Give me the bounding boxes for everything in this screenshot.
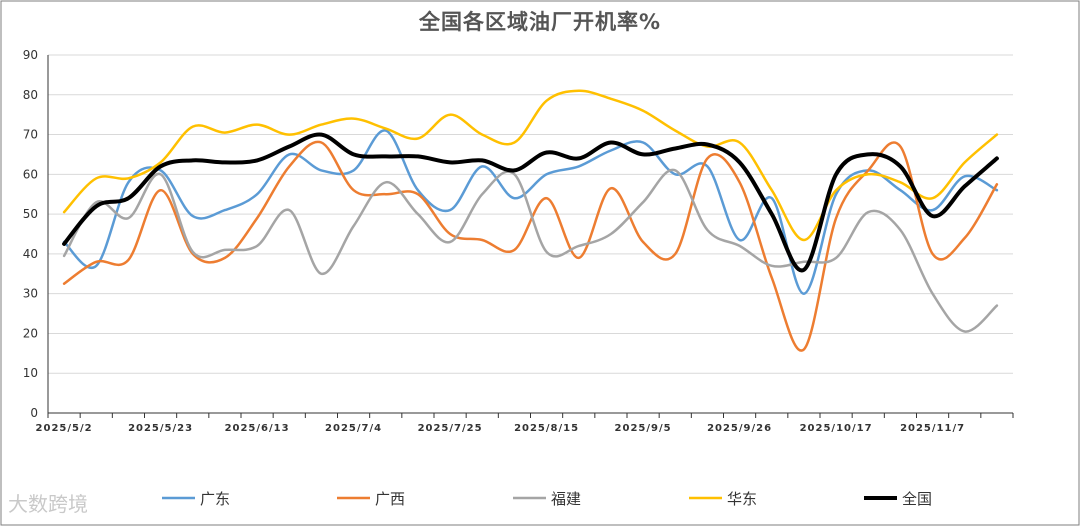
legend-label-4: 全国 bbox=[902, 490, 932, 508]
y-tick-label-10: 10 bbox=[23, 366, 38, 380]
series-line-2 bbox=[62, 168, 999, 333]
x-tick-label: 2025/6/13 bbox=[225, 423, 290, 434]
x-tick-label: 2025/11/7 bbox=[900, 423, 965, 434]
legend-label-1: 广西 bbox=[375, 490, 405, 508]
series-line-3 bbox=[62, 89, 999, 242]
series-line-4 bbox=[62, 132, 999, 273]
chart-title: 全国各区域油厂开机率% bbox=[418, 10, 662, 34]
brand-watermark: 大数跨境 bbox=[8, 492, 88, 516]
series-line-1 bbox=[62, 140, 999, 352]
y-tick-label-0: 0 bbox=[30, 406, 38, 420]
legend-label-3: 华东 bbox=[727, 490, 757, 508]
y-tick-label-90: 90 bbox=[23, 48, 38, 62]
y-tick-label-40: 40 bbox=[23, 247, 38, 261]
legend-label-0: 广东 bbox=[200, 490, 230, 508]
x-tick-label: 2025/7/4 bbox=[325, 423, 382, 434]
y-tick-label-20: 20 bbox=[23, 326, 38, 340]
x-tick-label: 2025/8/15 bbox=[514, 423, 579, 434]
x-tick-label: 2025/7/25 bbox=[418, 423, 483, 434]
axes bbox=[47, 55, 1014, 418]
x-tick-label: 2025/9/5 bbox=[615, 423, 672, 434]
series-line-0 bbox=[62, 129, 999, 295]
x-tick-label: 2025/5/23 bbox=[128, 423, 193, 434]
y-tick-label-70: 70 bbox=[23, 128, 38, 142]
series-lines bbox=[62, 89, 999, 352]
x-tick-label: 2025/5/2 bbox=[36, 423, 93, 434]
y-tick-label-60: 60 bbox=[23, 167, 38, 181]
legend-label-2: 福建 bbox=[551, 490, 581, 508]
y-tick-label-80: 80 bbox=[23, 88, 38, 102]
legend: 广东 广西 福建 华东 全国 bbox=[162, 490, 932, 508]
x-tick-label: 2025/9/26 bbox=[707, 423, 772, 434]
x-tick-label: 2025/10/17 bbox=[800, 423, 873, 434]
y-tick-label-50: 50 bbox=[23, 207, 38, 221]
y-tick-label-30: 30 bbox=[23, 287, 38, 301]
x-axis-tick-labels: 2025/5/2 2025/5/23 2025/6/13 2025/7/4 2025/7… bbox=[36, 423, 965, 434]
y-axis-tick-labels: 0 10 20 30 40 50 60 70 80 90 bbox=[23, 48, 38, 420]
